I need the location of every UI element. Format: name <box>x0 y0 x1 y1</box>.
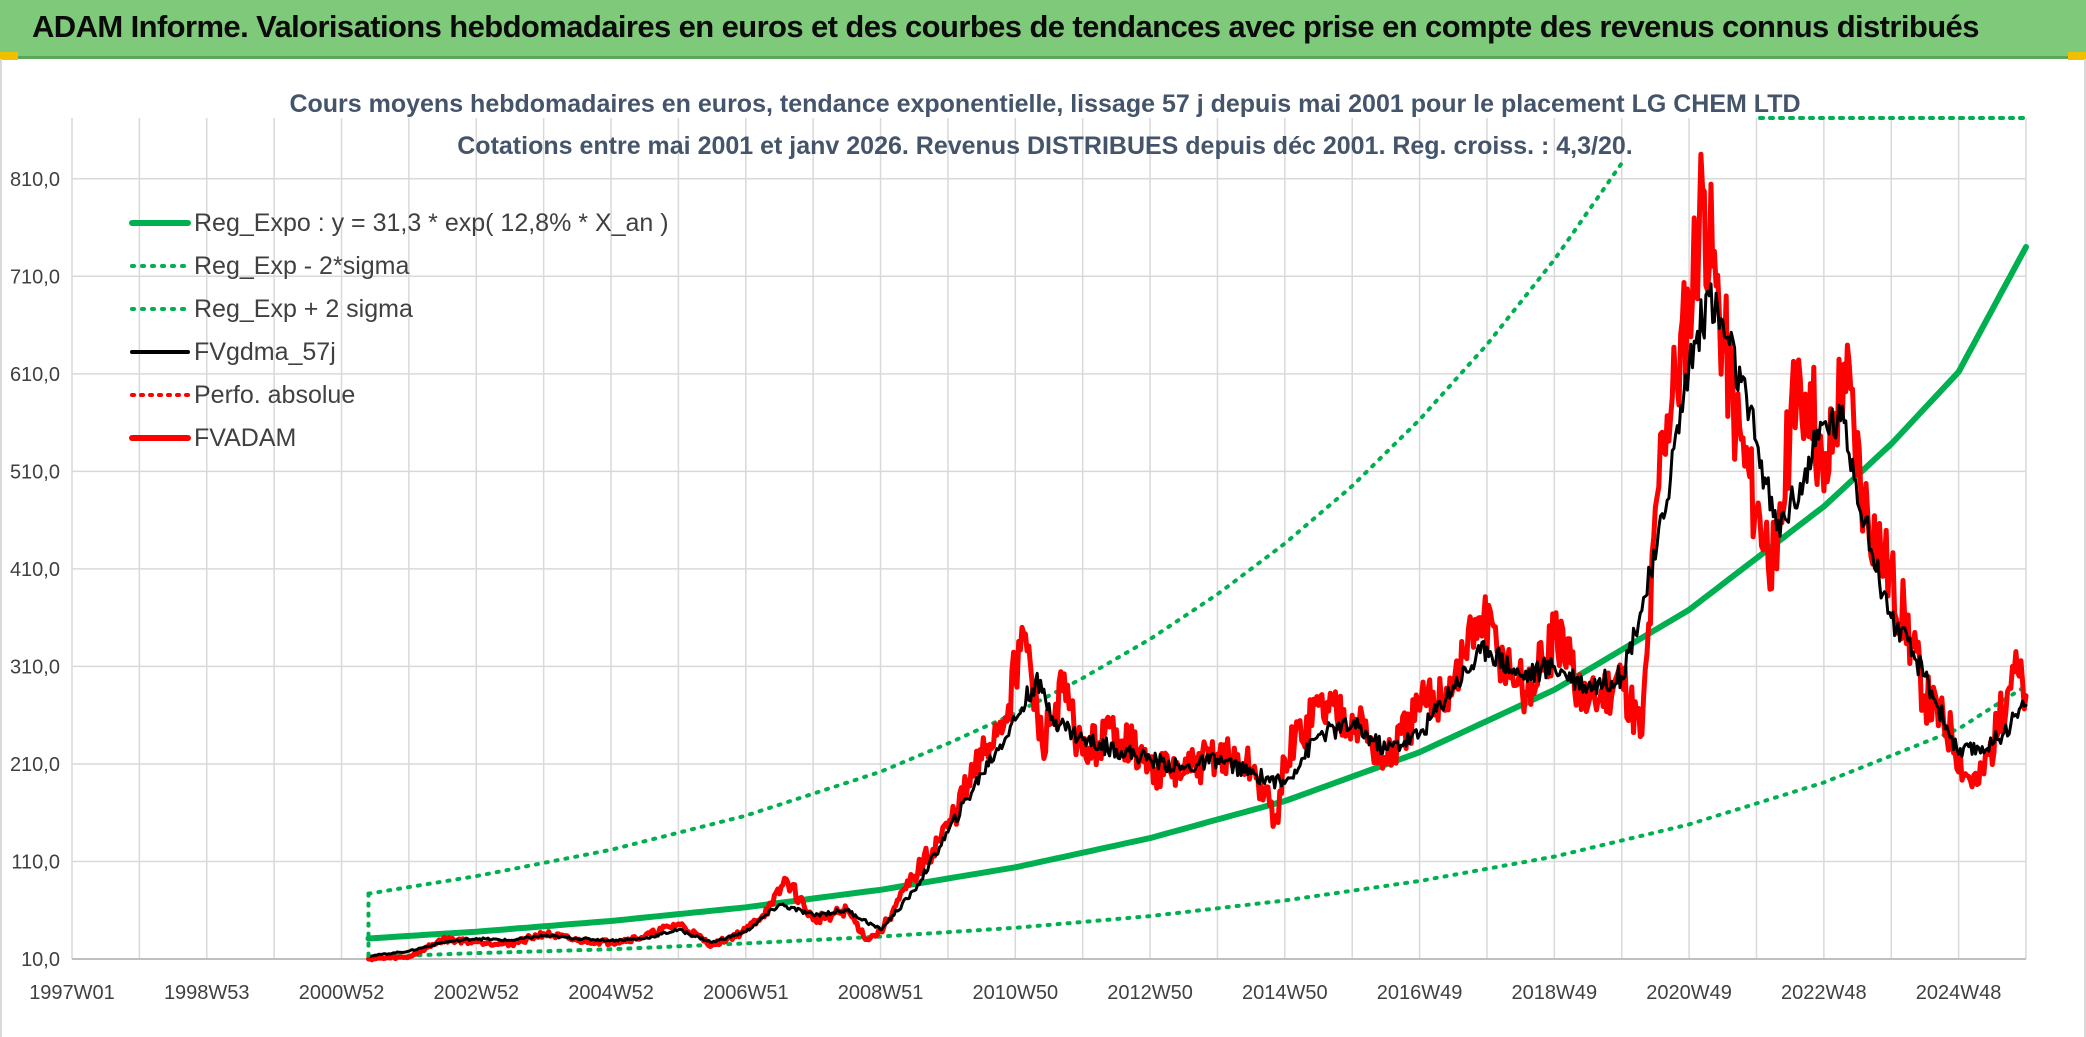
x-tick-label: 2022W48 <box>1781 982 1867 1004</box>
corner-marker-right <box>2068 52 2086 60</box>
x-tick-label: 2002W52 <box>433 982 519 1004</box>
x-tick-label: 2000W52 <box>299 982 385 1004</box>
chart-frame <box>0 59 2086 1037</box>
legend-reg-minus-2sigma-label: Reg_Exp - 2*sigma <box>194 252 409 280</box>
x-tick-label: 2024W48 <box>1916 982 2002 1004</box>
x-tick-label: 2012W50 <box>1107 982 1193 1004</box>
legend-reg-expo-label: Reg_Expo : y = 31,3 * exp( 12,8% * X_an … <box>194 209 669 237</box>
legend-perfo-absolue-label: Perfo. absolue <box>194 381 355 409</box>
legend-fvadam-label: FVADAM <box>194 424 296 452</box>
header-bar: ADAM Informe. Valorisations hebdomadaire… <box>0 0 2086 59</box>
x-tick-label: 2006W51 <box>703 982 789 1004</box>
x-tick-label: 2010W50 <box>972 982 1058 1004</box>
y-tick-label: 810,0 <box>10 169 60 191</box>
series-reg-minus-2sigma-line <box>366 683 2028 959</box>
y-axis: 10,0 110,0 210,0 310,0 410,0 510,0 610,0 710,0 8… <box>10 169 60 971</box>
y-tick-label: 210,0 <box>10 754 60 776</box>
y-tick-label: 10,0 <box>21 949 60 971</box>
x-tick-label: 1997W01 <box>29 982 115 1004</box>
x-tick-label: 2016W49 <box>1377 982 1463 1004</box>
gridlines <box>71 118 2027 960</box>
corner-marker-left <box>0 52 18 60</box>
x-tick-label: 2018W49 <box>1512 982 1598 1004</box>
series-fvgdma-57j-line <box>367 282 2028 958</box>
x-tick-label: 2008W51 <box>838 982 924 1004</box>
x-tick-label: 2014W50 <box>1242 982 1328 1004</box>
y-tick-label: 510,0 <box>10 461 60 483</box>
x-axis: 1997W01 1998W53 2000W52 2002W52 2004W52 2006W… <box>29 958 2026 1004</box>
y-tick-label: 410,0 <box>10 559 60 581</box>
x-tick-label: 2020W49 <box>1646 982 1732 1004</box>
y-tick-label: 710,0 <box>10 266 60 288</box>
series-reg-plus-2sigma-line <box>366 161 1624 896</box>
y-tick-label: 110,0 <box>11 851 60 873</box>
y-tick-label: 610,0 <box>10 364 60 386</box>
x-tick-label: 1998W53 <box>164 982 250 1004</box>
legend-reg-plus-2sigma-label: Reg_Exp + 2 sigma <box>194 295 413 323</box>
legend-fvgdma-57j-label: FVgdma_57j <box>194 338 336 366</box>
series-group <box>365 151 2029 963</box>
legend: Reg_Expo : y = 31,3 * exp( 12,8% * X_an … <box>129 209 669 452</box>
series-fvadam-line <box>366 151 2029 963</box>
y-tick-label: 310,0 <box>10 656 60 678</box>
chart-title-line1: Cours moyens hebdomadaires en euros, ten… <box>289 90 1800 118</box>
page-title: ADAM Informe. Valorisations hebdomadaire… <box>32 9 1979 44</box>
series-reg-expo-line <box>365 244 2029 942</box>
x-tick-label: 2004W52 <box>568 982 654 1004</box>
chart-title-line2: Cotations entre mai 2001 et janv 2026. R… <box>457 132 1632 160</box>
